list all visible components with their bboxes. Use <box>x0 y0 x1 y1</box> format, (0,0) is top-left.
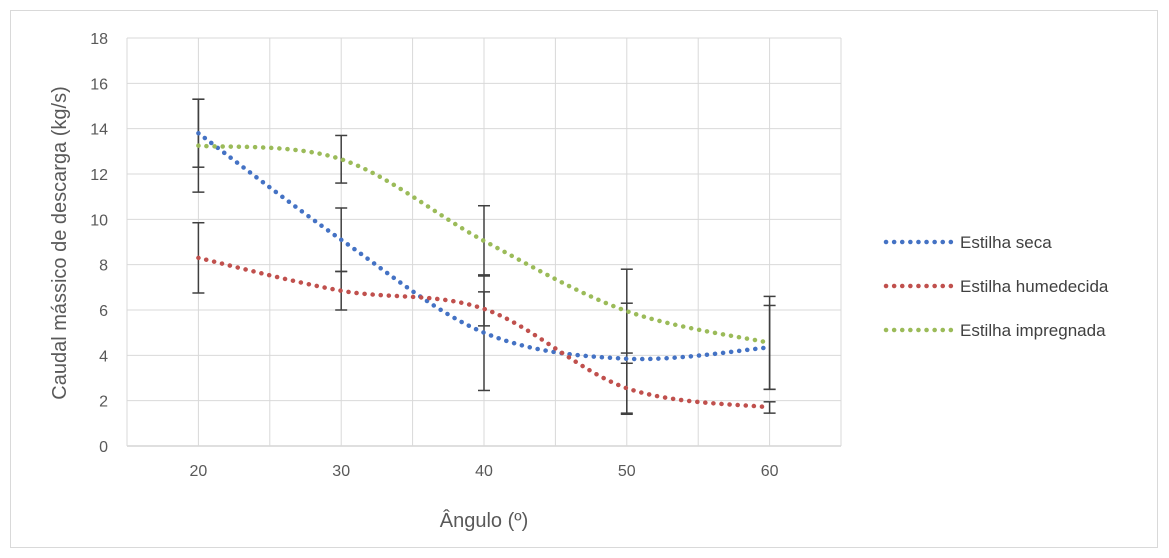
legend-label: Estilha humedecida <box>960 277 1109 296</box>
error-bar <box>763 295 776 391</box>
gridlines <box>126 37 842 447</box>
y-tick-label: 14 <box>90 122 108 139</box>
y-tick-label: 4 <box>99 348 108 365</box>
y-tick-label: 16 <box>90 76 108 93</box>
x-axis-title: Ângulo (º) <box>440 509 528 532</box>
x-tick-label: 20 <box>190 463 208 480</box>
legend-item: Estilha impregnada <box>883 321 1106 340</box>
legend-item: Estilha humedecida <box>883 277 1109 296</box>
y-axis-title: Caudal mássico de descarga (kg/s) <box>49 86 71 399</box>
legend: Estilha seca Estilha humedecida Estilha im… <box>883 233 1109 340</box>
y-tick-label: 2 <box>99 394 108 411</box>
series-line-3 <box>196 143 772 346</box>
legend-item: Estilha seca <box>883 233 1052 252</box>
y-tick-label: 10 <box>90 212 108 229</box>
x-tick-label: 40 <box>475 463 493 480</box>
y-tick-label: 6 <box>99 303 108 320</box>
y-axis-ticks: 0 2 4 6 8 10 12 14 16 18 <box>90 31 108 456</box>
y-tick-label: 0 <box>99 439 108 456</box>
y-tick-label: 12 <box>90 167 108 184</box>
x-tick-label: 60 <box>761 463 779 480</box>
y-tick-label: 8 <box>99 258 108 275</box>
legend-label: Estilha seca <box>960 233 1052 252</box>
x-tick-label: 50 <box>618 463 636 480</box>
x-axis-ticks: 20 30 40 50 60 <box>190 463 779 480</box>
legend-label: Estilha impregnada <box>960 321 1106 340</box>
series-line-2 <box>196 255 772 410</box>
series-lines <box>196 130 772 410</box>
y-tick-label: 18 <box>90 31 108 48</box>
x-tick-label: 30 <box>332 463 350 480</box>
error-bar <box>763 401 776 414</box>
